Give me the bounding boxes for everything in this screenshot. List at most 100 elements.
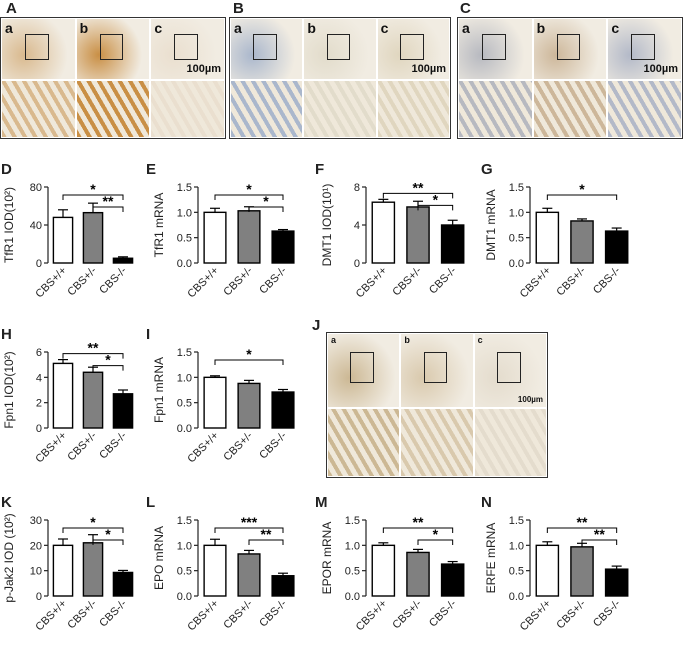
y-tick-label: 30 (30, 515, 42, 527)
micrograph-top-tile (303, 18, 377, 80)
micrograph-top-tile (1, 18, 76, 80)
x-tick-label: CBS+/- (65, 597, 99, 631)
x-tick-label: CBS+/- (390, 264, 424, 298)
zoom-region-box (423, 351, 448, 384)
micrograph-zoom-tile (327, 408, 401, 477)
subpanel-label: c (611, 20, 620, 36)
bar (406, 206, 430, 264)
significance-bracket (546, 194, 618, 200)
x-tick-label: CBS+/- (65, 264, 99, 298)
bar (237, 553, 261, 597)
y-tick-label: 1.0 (177, 540, 192, 552)
y-tick-label: 0.5 (509, 233, 524, 245)
significance-marker: ** (577, 514, 588, 530)
significance-bracket (92, 365, 124, 371)
y-axis-label: p-Jak2 IOD (10²) (2, 513, 16, 602)
significance-bracket (62, 194, 124, 200)
x-tick-label: CBS+/- (65, 429, 99, 463)
y-tick-label: 80 (30, 182, 42, 194)
bar (82, 542, 104, 597)
significance-bracket (92, 539, 124, 545)
bar (440, 563, 465, 597)
y-tick-label: 1.0 (177, 207, 192, 219)
panel-label-c: C (460, 0, 471, 17)
y-axis-label: Fpn1 IOD(10²) (2, 351, 16, 428)
bar (203, 376, 227, 429)
zoom-region-box (174, 33, 199, 60)
bar (570, 220, 594, 264)
y-tick-label: 1.0 (509, 540, 524, 552)
y-axis-label: DMT1 mRNA (484, 189, 498, 260)
x-tick-label: CBS+/- (221, 597, 255, 631)
y-tick-label: 1.5 (177, 182, 192, 194)
x-tick-label: CBS-/- (427, 597, 459, 629)
subpanel-label: b (536, 20, 546, 36)
scale-bar-label: 100µm (411, 63, 446, 75)
zoom-region-box (631, 33, 656, 60)
bar (535, 211, 560, 264)
zoom-region-box (400, 33, 424, 60)
significance-marker: ** (413, 514, 424, 530)
y-tick-label: 0 (36, 591, 42, 603)
y-tick-label: 0.0 (345, 591, 360, 603)
micrograph-zoom-tile (75, 80, 151, 138)
x-tick-label: CBS-/- (591, 264, 623, 296)
bar (440, 224, 465, 264)
panel-label-h: H (1, 326, 12, 343)
significance-bracket (62, 527, 124, 533)
significance-bracket (62, 353, 124, 359)
x-tick-label: CBS-/- (257, 429, 289, 461)
micrograph-panel-b: a b c 100µm (229, 17, 451, 139)
y-tick-label: 0.0 (177, 258, 192, 270)
x-tick-label: CBS+/- (390, 597, 424, 631)
bar (52, 362, 74, 429)
y-tick-label: 10 (30, 566, 42, 578)
y-tick-label: 1.0 (509, 207, 524, 219)
y-tick-label: 0.0 (509, 591, 524, 603)
x-tick-label: CBS+/- (554, 597, 588, 631)
bar (237, 210, 261, 264)
y-axis-label: ERFE mRNA (484, 523, 498, 594)
y-tick-label: 0 (354, 258, 360, 270)
y-axis-label: Fpn1 mRNA (152, 357, 166, 423)
micrograph-panel-a: a b c 100µm (0, 17, 226, 139)
micrograph-top-tile (473, 333, 547, 408)
y-tick-label: 4 (36, 372, 42, 384)
micrograph-panel-c: a b c 100µm (457, 17, 683, 139)
significance-marker: ** (261, 526, 272, 542)
significance-marker: * (105, 352, 111, 368)
significance-bracket (92, 206, 124, 212)
y-axis-label: EPOR mRNA (320, 522, 334, 595)
significance-marker: * (433, 191, 439, 207)
x-tick-label: CBS+/- (221, 264, 255, 298)
bar (112, 571, 134, 597)
bar (52, 544, 74, 597)
panel-label-d: D (1, 161, 12, 178)
micrograph-zoom-tile (473, 408, 547, 477)
bar (371, 201, 396, 264)
y-tick-label: 1.5 (345, 515, 360, 527)
micrograph-top-tile (327, 333, 401, 408)
y-tick-label: 0.5 (177, 566, 192, 578)
x-tick-label: CBS-/- (97, 429, 129, 461)
significance-bracket (248, 539, 284, 545)
zoom-region-box (99, 33, 124, 60)
x-tick-label: CBS-/- (97, 264, 129, 296)
micrograph-zoom-tile (458, 80, 533, 138)
y-tick-label: 40 (30, 220, 42, 232)
y-tick-label: 1.5 (177, 347, 192, 359)
panel-label-k: K (1, 494, 12, 511)
significance-marker: * (263, 193, 269, 209)
subpanel-label: c (154, 20, 163, 36)
significance-bracket (417, 204, 454, 211)
y-tick-label: 4 (354, 220, 360, 232)
panel-label-n: N (481, 494, 492, 511)
x-tick-label: CBS-/- (257, 264, 289, 296)
scale-bar-label: 100µm (517, 395, 543, 404)
y-tick-label: 0.0 (509, 258, 524, 270)
zoom-region-box (556, 33, 581, 60)
